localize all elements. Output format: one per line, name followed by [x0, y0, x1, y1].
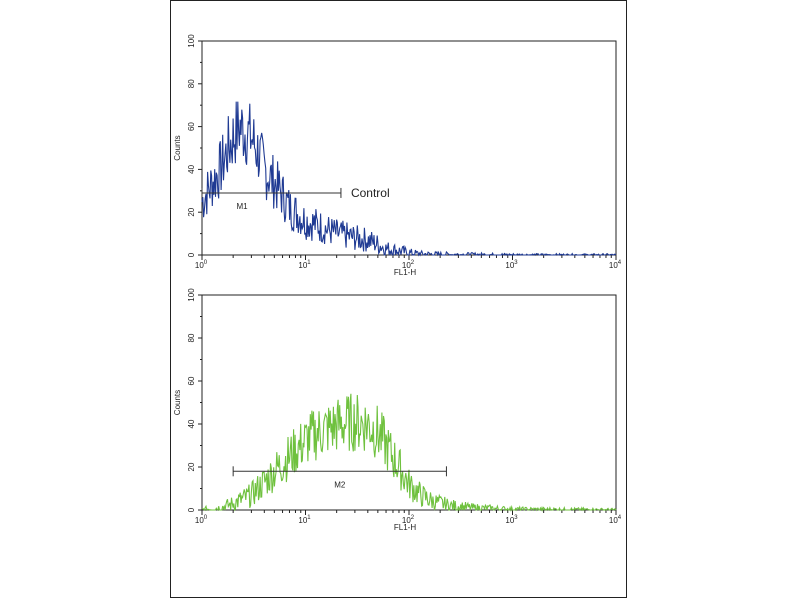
x-tick-label: 104	[609, 515, 622, 525]
y-tick-label: 20	[187, 207, 196, 216]
y-tick-label: 0	[187, 507, 196, 512]
y-tick-label: 100	[187, 288, 196, 302]
y-tick-label: 60	[187, 376, 196, 385]
x-axis-label: FL1-H	[394, 523, 416, 532]
x-tick-label: 100	[195, 260, 208, 270]
y-tick-label: 40	[187, 419, 196, 428]
y-axis-label: Counts	[173, 135, 182, 160]
y-tick-label: 80	[187, 333, 196, 342]
y-tick-label: 80	[187, 79, 196, 88]
x-tick-label: 101	[298, 515, 311, 525]
y-axis-label: Counts	[173, 390, 182, 415]
x-tick-label: 102	[402, 515, 415, 525]
y-tick-label: 40	[187, 164, 196, 173]
histogram-panel-1: 0 20 40 60 80 100 100 101 102 103 104 FL1-H Counts M1…	[173, 34, 622, 277]
histogram-panel-2: 0 20 40 60 80 100 100 101 102 103 104 FL1-H Counts M2	[173, 288, 622, 532]
y-tick-label: 60	[187, 122, 196, 131]
x-axis-label: FL1-H	[394, 268, 416, 277]
gate-label: M2	[334, 480, 346, 489]
histogram-line	[201, 101, 617, 257]
x-tick-label: 101	[298, 260, 311, 270]
x-tick-label: 104	[609, 260, 622, 270]
y-tick-label: 20	[187, 462, 196, 471]
x-tick-label: 103	[505, 260, 518, 270]
x-tick-label: 100	[195, 515, 208, 525]
gate-label: M1	[236, 202, 248, 211]
y-tick-label: 100	[187, 34, 196, 48]
histogram-line	[201, 393, 617, 512]
control-annotation: Control	[351, 186, 390, 200]
y-tick-label: 0	[187, 252, 196, 257]
x-tick-label: 102	[402, 260, 415, 270]
x-tick-label: 103	[505, 515, 518, 525]
